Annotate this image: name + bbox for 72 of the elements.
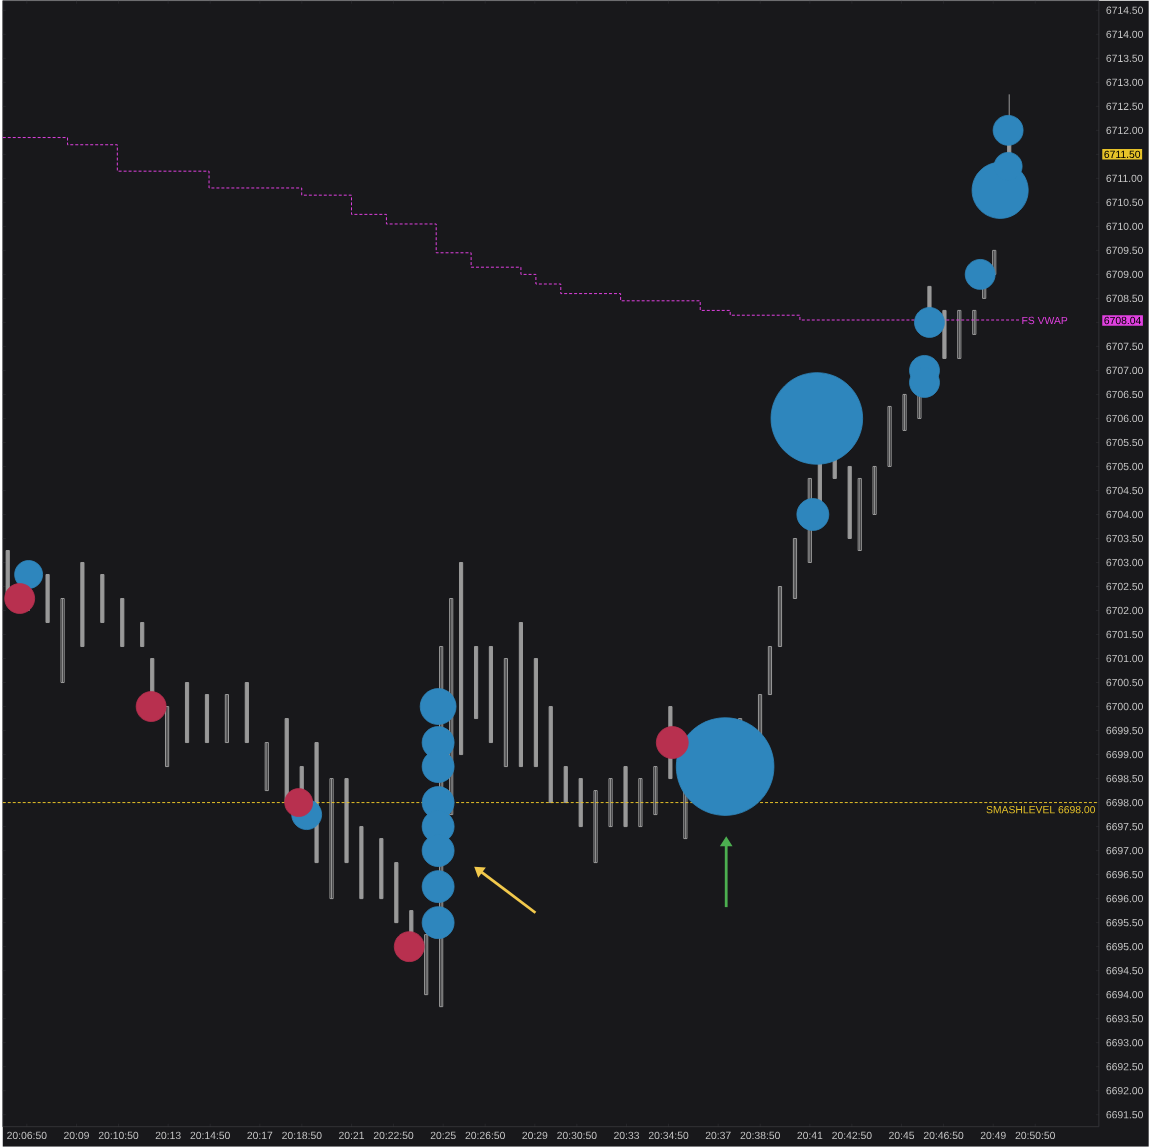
x-tick-label: 20:41 (797, 1131, 823, 1140)
y-tick-label: 6700.50 (1106, 679, 1143, 687)
x-tick-label: 20:50:50 (1015, 1131, 1055, 1140)
x-tick-label: 20:46:50 (923, 1131, 964, 1140)
x-tick-label: 20:13 (155, 1131, 181, 1140)
x-tick-label: 20:30:50 (557, 1131, 597, 1140)
x-tick-label: 20:10:50 (98, 1131, 139, 1140)
x-tick-label: 20:38:50 (740, 1131, 780, 1140)
x-tick-label: 20:42:50 (832, 1131, 872, 1140)
text: 6708.04 (1104, 317, 1142, 325)
y-tick-label: 6702.00 (1106, 607, 1143, 615)
x-tick-label: 20:37 (705, 1131, 731, 1140)
x-tick-label: 20:34:50 (648, 1131, 689, 1140)
y-tick-label: 6706.50 (1106, 390, 1143, 399)
y-tick-label: 6698.00 (1106, 799, 1143, 807)
y-tick-label: 6709.50 (1106, 246, 1143, 255)
y-tick-label: 6714.50 (1106, 6, 1143, 15)
x-tick-label: 20:26:50 (465, 1131, 505, 1140)
y-tick-label: 6700.00 (1106, 703, 1143, 711)
y-tick-label: 6691.50 (1106, 1111, 1143, 1119)
y-tick-label: 6692.50 (1106, 1063, 1143, 1071)
y-tick-label: 6710.00 (1106, 222, 1143, 231)
y-tick-label: 6693.00 (1106, 1039, 1143, 1047)
x-tick-label: 20:22:50 (373, 1131, 414, 1140)
y-tick-label: 6704.50 (1106, 486, 1143, 495)
y-tick-label: 6693.50 (1106, 1015, 1143, 1023)
y-tick-label: 6697.50 (1106, 823, 1143, 831)
x-tick-label: 20:21 (339, 1131, 364, 1140)
y-tick-label: 6706.00 (1106, 414, 1143, 423)
x-tick-label: 20:09 (64, 1131, 89, 1140)
x-tick-label: 20:17 (247, 1131, 273, 1140)
x-tick-label: 20:45 (889, 1131, 915, 1140)
y-tick-label: 6703.50 (1106, 534, 1143, 543)
y-tick-label: 6708.50 (1106, 294, 1143, 303)
y-tick-label: 6694.00 (1106, 991, 1143, 999)
x-tick-label: 20:29 (522, 1131, 548, 1140)
y-tick-label: 6695.50 (1106, 919, 1143, 927)
y-tick-label: 6712.00 (1106, 126, 1143, 135)
y-tick-label: 6713.00 (1106, 78, 1143, 87)
y-tick-label: 6707.00 (1106, 366, 1143, 375)
x-tick-label: 20:49 (980, 1131, 1006, 1140)
y-tick-label: 6711.00 (1106, 174, 1143, 183)
x-tick-label: 20:33 (614, 1131, 640, 1140)
y-tick-label: 6698.50 (1106, 775, 1143, 783)
x-tick-label: 20:14:50 (190, 1131, 230, 1140)
y-tick-label: 6705.50 (1106, 438, 1143, 447)
y-tick-label: 6710.50 (1106, 198, 1143, 207)
y-tick-label: 6701.00 (1106, 655, 1143, 663)
y-tick-label: 6709.00 (1106, 270, 1143, 279)
ref-line-label: SMASHLEVEL 6698.00 (986, 806, 1096, 814)
x-tick-label: 20:25 (430, 1131, 456, 1140)
y-tick-label: 6705.00 (1106, 462, 1143, 471)
y-tick-label: 6694.50 (1106, 967, 1143, 975)
y-tick-label: 6712.50 (1106, 102, 1143, 111)
x-tick-label: 20:18:50 (282, 1131, 322, 1140)
y-tick-label: 6699.00 (1106, 751, 1143, 759)
series-label: FS VWAP (1022, 317, 1068, 325)
y-tick-label: 6702.50 (1106, 583, 1143, 591)
y-tick-label: 6696.00 (1106, 895, 1143, 903)
y-tick-label: 6699.50 (1106, 727, 1143, 735)
y-tick-label: 6692.00 (1106, 1087, 1143, 1095)
y-tick-label: 6714.00 (1106, 30, 1143, 39)
y-tick-label: 6697.00 (1106, 847, 1143, 855)
y-tick-label: 6696.50 (1106, 871, 1143, 879)
y-tick-label: 6713.50 (1106, 54, 1143, 63)
y-tick-label: 6704.00 (1106, 510, 1143, 519)
y-tick-label: 6695.00 (1106, 943, 1143, 951)
x-tick-label: 20:06:50 (7, 1131, 47, 1140)
y-tick-label: 6701.50 (1106, 631, 1143, 639)
y-tick-label: 6707.50 (1106, 342, 1143, 351)
y-tick-label: 6703.00 (1106, 559, 1143, 567)
text: 6711.50 (1104, 150, 1141, 159)
